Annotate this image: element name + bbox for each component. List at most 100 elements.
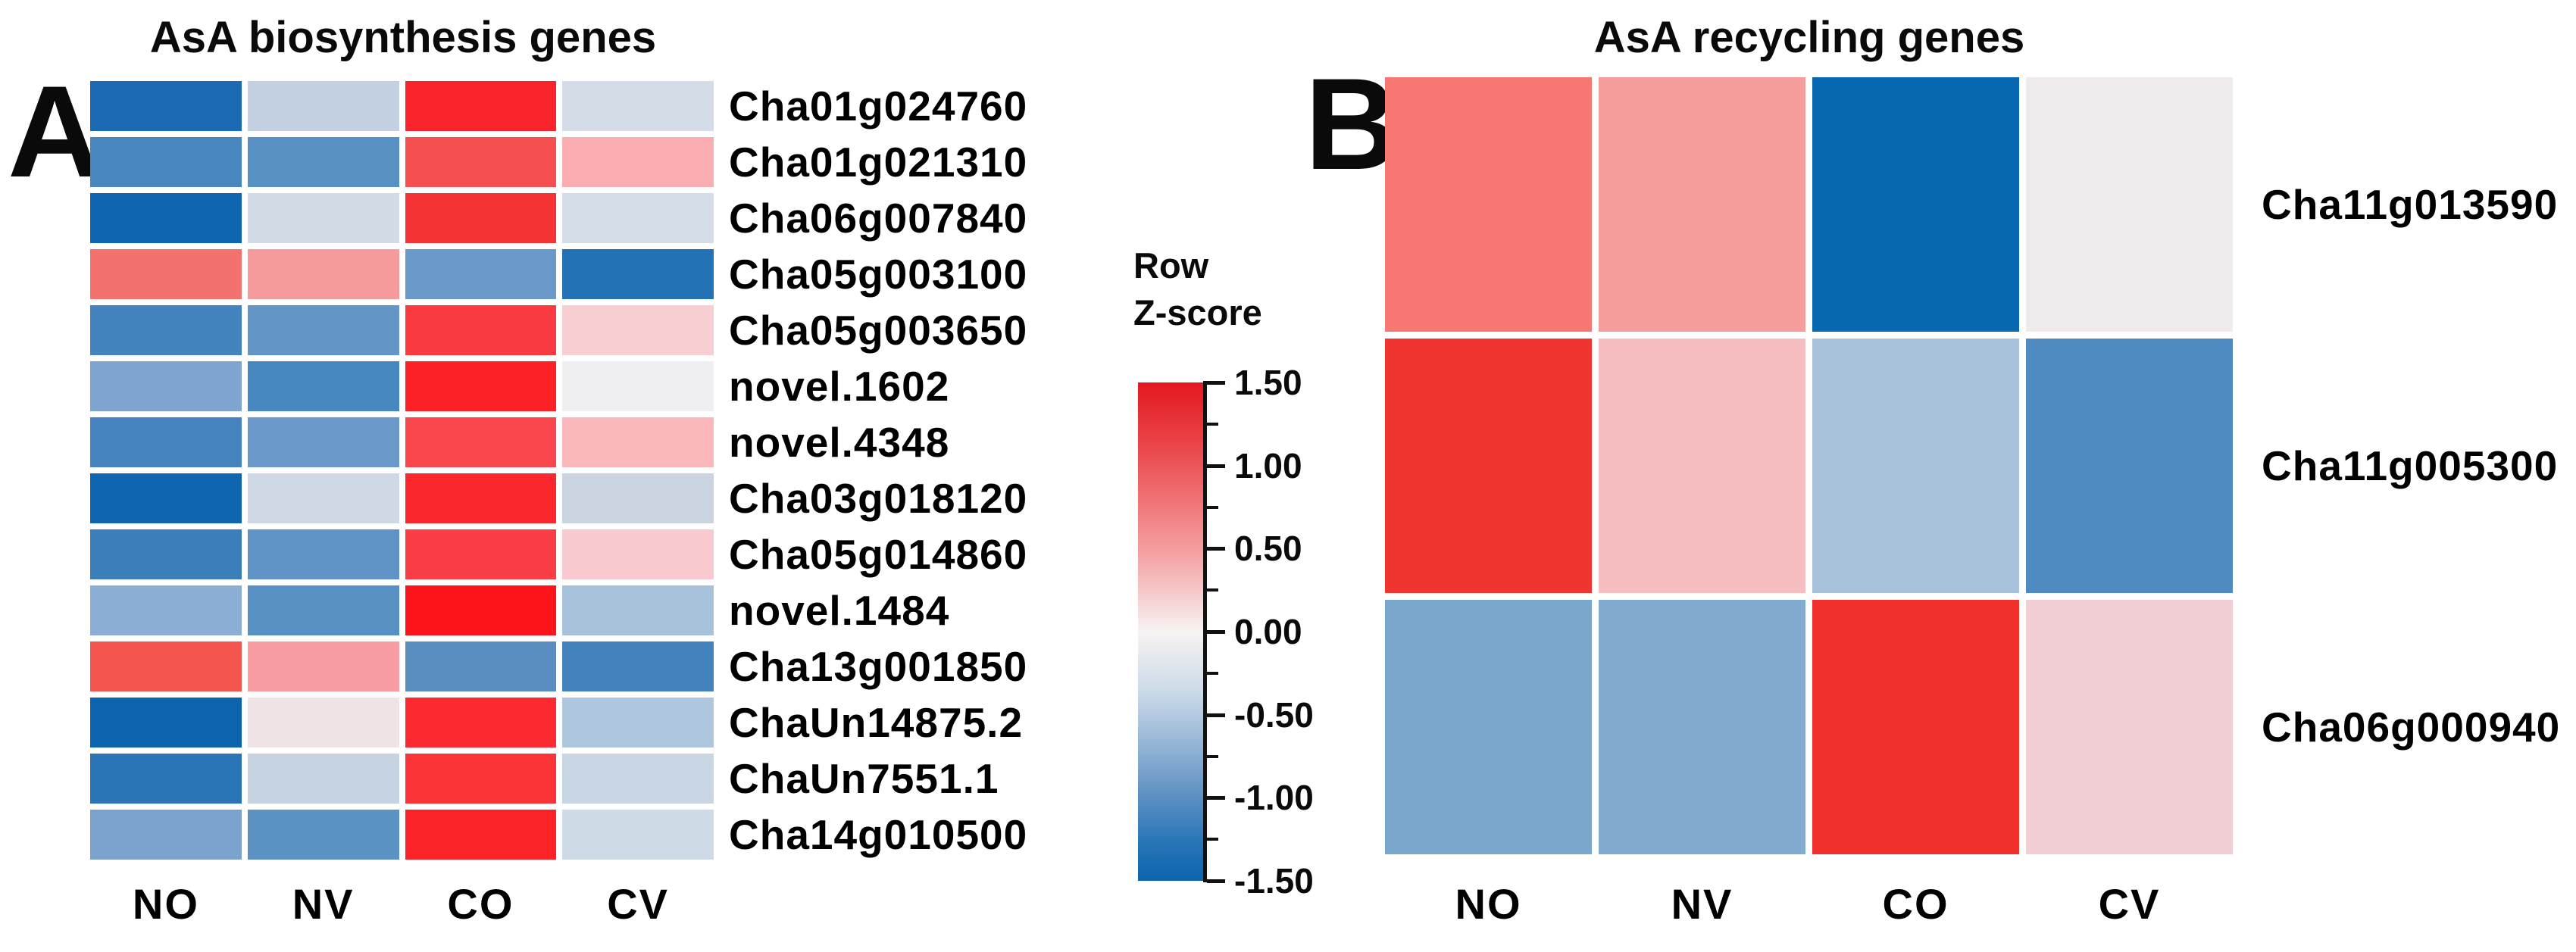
gene-label-Cha11g013590: Cha11g013590 <box>2262 181 2559 228</box>
heatmap-cell-Cha05g003650-NO <box>90 305 242 355</box>
colorbar-minor-tick <box>1207 588 1218 592</box>
gene-label-Cha05g003100: Cha05g003100 <box>729 251 1028 298</box>
heatmap-cell-Cha11g005300-NV <box>1599 339 1805 593</box>
heatmap-cell-ChaUn7551.1-NO <box>90 754 242 804</box>
colorbar-axis-line <box>1203 381 1207 882</box>
sample-label-CV: CV <box>607 879 670 928</box>
heatmap-cell-Cha06g000940-CV <box>2026 600 2233 854</box>
heatmap-cell-ChaUn14875.2-CO <box>405 698 557 748</box>
heatmap-cell-Cha06g007840-CV <box>562 193 714 243</box>
panel-a-letter: A <box>8 59 102 204</box>
heatmap-cell-Cha03g018120-CV <box>562 473 714 523</box>
heatmap-cell-novel.4348-CO <box>405 417 557 467</box>
gene-label-Cha13g001850: Cha13g001850 <box>729 643 1028 690</box>
heatmap-cell-ChaUn7551.1-CO <box>405 754 557 804</box>
sample-label-NO: NO <box>1455 879 1522 928</box>
heatmap-cell-Cha01g021310-NV <box>247 137 399 187</box>
colorbar-minor-tick <box>1207 754 1218 758</box>
gene-label-Cha01g024760: Cha01g024760 <box>729 83 1028 130</box>
heatmap-cell-Cha11g013590-CV <box>2026 77 2233 332</box>
heatmap-cell-Cha13g001850-NV <box>247 641 399 691</box>
colorbar-tick-label-1.50: 1.50 <box>1234 363 1302 402</box>
panel-a-heatmap <box>90 81 714 860</box>
heatmap-cell-Cha06g007840-NO <box>90 193 242 243</box>
heatmap-cell-novel.1484-NO <box>90 585 242 635</box>
panel-b-column-labels: NO NV CO CV <box>1385 877 2233 930</box>
legend-title-line1: Row <box>1133 245 1209 286</box>
colorbar-tick--1.00 <box>1207 796 1225 801</box>
panel-b-letter: B <box>1305 52 1399 197</box>
colorbar-tick-label--1.00: -1.00 <box>1234 778 1314 818</box>
heatmap-cell-Cha14g010500-CV <box>562 810 714 860</box>
gene-label-ChaUn14875.2: ChaUn14875.2 <box>729 699 1024 746</box>
gene-label-Cha06g007840: Cha06g007840 <box>729 195 1028 242</box>
heatmap-cell-ChaUn7551.1-NV <box>247 754 399 804</box>
heatmap-cell-novel.1602-NV <box>247 361 399 411</box>
panel-b-title: AsA recycling genes <box>1593 13 2025 62</box>
colorbar-tick-1.00 <box>1207 464 1225 468</box>
heatmap-cell-Cha05g003650-CV <box>562 305 714 355</box>
heatmap-cell-novel.4348-CV <box>562 417 714 467</box>
heatmap-cell-novel.1484-CV <box>562 585 714 635</box>
colorbar-minor-tick <box>1207 505 1218 509</box>
panel-a-column-labels: NO NV CO CV <box>90 877 714 930</box>
heatmap-cell-Cha05g014860-NO <box>90 529 242 579</box>
gene-label-Cha11g005300: Cha11g005300 <box>2262 442 2559 489</box>
gene-label-ChaUn7551.1: ChaUn7551.1 <box>729 755 999 802</box>
colorbar-tick-label--1.50: -1.50 <box>1234 861 1314 900</box>
heatmap-cell-novel.1602-CO <box>405 361 557 411</box>
heatmap-cell-Cha05g014860-CO <box>405 529 557 579</box>
gene-label-novel.4348: novel.4348 <box>729 419 950 466</box>
colorbar-tick-label-1.00: 1.00 <box>1234 445 1302 485</box>
heatmap-cell-Cha14g010500-NV <box>247 810 399 860</box>
heatmap-cell-Cha03g018120-NO <box>90 473 242 523</box>
colorbar-tick-1.50 <box>1207 381 1225 385</box>
heatmap-cell-novel.1484-CO <box>405 585 557 635</box>
heatmap-cell-Cha01g021310-NO <box>90 137 242 187</box>
panel-a-title: AsA biosynthesis genes <box>149 13 657 62</box>
sample-label-NV: NV <box>292 879 355 928</box>
heatmap-cell-Cha11g013590-NO <box>1385 77 1592 332</box>
heatmap-cell-Cha06g007840-NV <box>247 193 399 243</box>
colorbar-tick-label--0.50: -0.50 <box>1234 694 1314 735</box>
colorbar-minor-tick <box>1207 671 1218 675</box>
gene-label-Cha06g000940: Cha06g000940 <box>2262 704 2561 751</box>
heatmap-cell-novel.4348-NV <box>247 417 399 467</box>
heatmap-cell-Cha11g005300-CV <box>2026 339 2233 593</box>
heatmap-cell-Cha06g007840-CO <box>405 193 557 243</box>
legend-title: Row Z-score <box>1133 242 1262 336</box>
heatmap-cell-Cha01g024760-NO <box>90 81 242 131</box>
sample-label-CO: CO <box>1882 879 1949 928</box>
heatmap-cell-Cha05g003100-CO <box>405 249 557 299</box>
heatmap-cell-Cha03g018120-NV <box>247 473 399 523</box>
sample-label-CV: CV <box>2098 879 2161 928</box>
heatmap-cell-novel.1484-NV <box>247 585 399 635</box>
heatmap-cell-Cha14g010500-NO <box>90 810 242 860</box>
heatmap-cell-Cha01g024760-CV <box>562 81 714 131</box>
panel-a-gene-labels: Cha01g024760 Cha01g021310 Cha06g007840 Cha0… <box>729 81 1085 860</box>
gene-label-Cha03g018120: Cha03g018120 <box>729 475 1028 522</box>
heatmap-cell-Cha05g014860-NV <box>247 529 399 579</box>
heatmap-cell-ChaUn14875.2-NO <box>90 698 242 748</box>
heatmap-cell-Cha05g003650-NV <box>247 305 399 355</box>
sample-label-NV: NV <box>1671 879 1733 928</box>
heatmap-cell-ChaUn14875.2-NV <box>247 698 399 748</box>
heatmap-cell-Cha01g021310-CV <box>562 137 714 187</box>
heatmap-cell-Cha05g003100-CV <box>562 249 714 299</box>
heatmap-cell-Cha01g024760-NV <box>247 81 399 131</box>
heatmap-cell-Cha05g014860-CV <box>562 529 714 579</box>
colorbar-tick--0.50 <box>1207 713 1225 717</box>
heatmap-cell-Cha13g001850-CO <box>405 641 557 691</box>
heatmap-cell-Cha06g000940-NV <box>1599 600 1805 854</box>
colorbar-tick-0.50 <box>1207 547 1225 551</box>
panel-b-gene-labels: Cha11g013590 Cha11g005300 Cha06g000940 <box>2262 77 2576 854</box>
heatmap-cell-Cha14g010500-CO <box>405 810 557 860</box>
heatmap-cell-Cha01g024760-CO <box>405 81 557 131</box>
colorbar-tick-label-0.50: 0.50 <box>1234 529 1302 569</box>
heatmap-cell-novel.4348-NO <box>90 417 242 467</box>
heatmap-cell-Cha05g003650-CO <box>405 305 557 355</box>
colorbar-tick--1.50 <box>1207 879 1225 883</box>
heatmap-cell-Cha03g018120-CO <box>405 473 557 523</box>
heatmap-cell-Cha13g001850-NO <box>90 641 242 691</box>
